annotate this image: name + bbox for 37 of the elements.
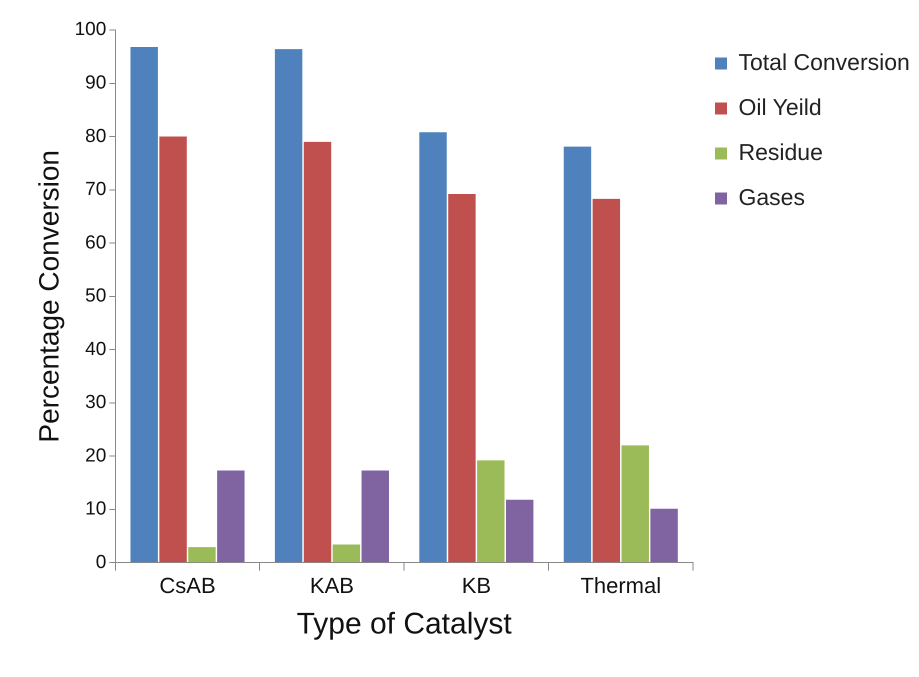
x-tick-label: KB <box>462 572 492 598</box>
bar <box>564 146 592 562</box>
bar <box>304 142 332 562</box>
y-tick-label: 80 <box>85 126 106 147</box>
y-tick-label: 60 <box>85 232 106 254</box>
bar <box>650 508 678 562</box>
bar <box>448 194 476 562</box>
bar <box>332 544 360 562</box>
bar <box>159 136 187 562</box>
bar <box>477 460 505 562</box>
x-tick-label: CsAB <box>159 572 216 598</box>
legend-label: Total Conversion <box>738 48 910 75</box>
bar <box>622 445 649 562</box>
y-tick-label: 50 <box>85 286 106 307</box>
bar <box>130 47 158 562</box>
x-tick-label: KAB <box>310 572 354 598</box>
y-tick-label: 70 <box>85 179 106 200</box>
bar <box>362 470 389 562</box>
y-tick-label: 30 <box>85 392 106 414</box>
y-tick-label: 20 <box>85 445 106 466</box>
bar <box>419 132 447 562</box>
y-tick-label: 10 <box>85 498 106 520</box>
y-tick-label: 90 <box>85 72 106 94</box>
legend-label: Residue <box>738 138 823 165</box>
legend-label: Gases <box>738 184 805 210</box>
y-tick-label: 100 <box>74 19 106 40</box>
bar <box>217 470 245 562</box>
y-tick-label: 0 <box>96 552 106 573</box>
bar <box>592 198 620 562</box>
x-tick-label: Thermal <box>580 572 662 598</box>
bar <box>274 49 302 562</box>
y-axis-title: Percentage Conversion <box>34 150 65 443</box>
bar <box>506 500 534 562</box>
x-axis-title: Type of Catalyst <box>296 607 512 640</box>
bar <box>188 547 216 562</box>
legend-label: Oil Yeild <box>738 94 822 120</box>
y-tick-label: 40 <box>85 338 106 360</box>
